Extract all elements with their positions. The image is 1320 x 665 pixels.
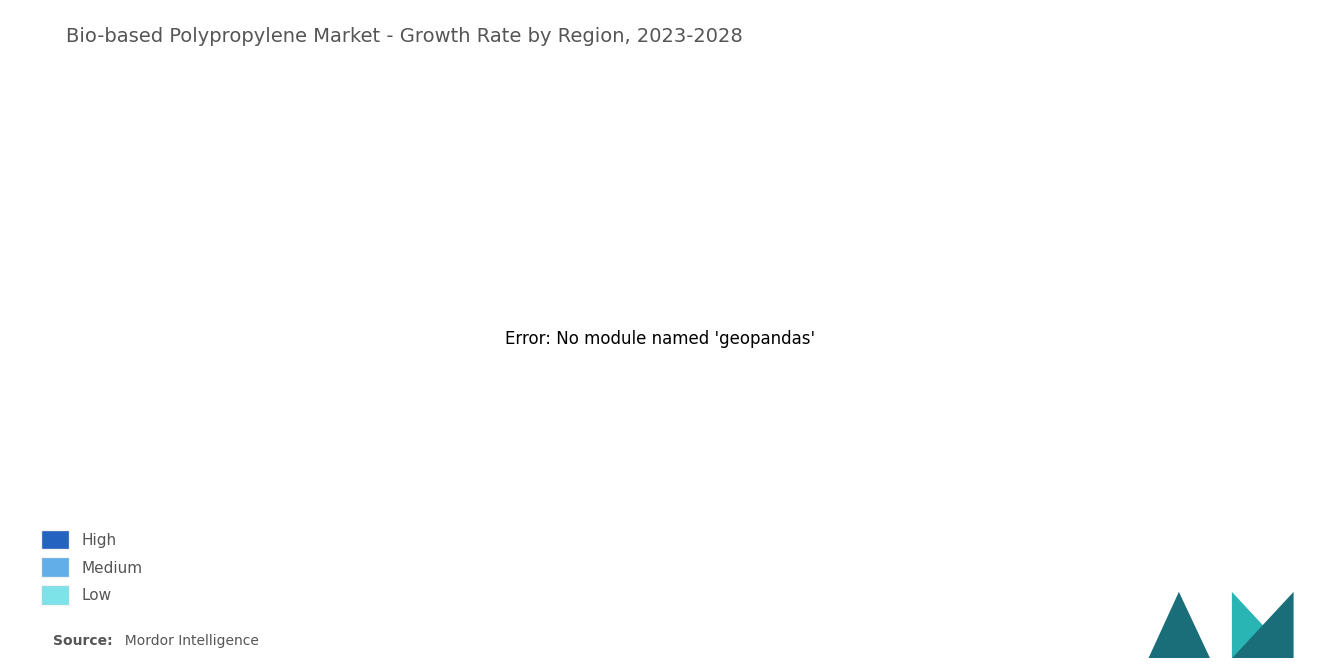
Polygon shape <box>1232 592 1294 658</box>
Text: Bio-based Polypropylene Market - Growth Rate by Region, 2023-2028: Bio-based Polypropylene Market - Growth … <box>66 27 743 46</box>
Polygon shape <box>1232 592 1294 658</box>
Polygon shape <box>1148 592 1210 658</box>
Text: Mordor Intelligence: Mordor Intelligence <box>116 634 259 648</box>
Text: Source:: Source: <box>53 634 112 648</box>
Legend: High, Medium, Low: High, Medium, Low <box>34 523 150 612</box>
Text: Error: No module named 'geopandas': Error: No module named 'geopandas' <box>506 330 814 348</box>
